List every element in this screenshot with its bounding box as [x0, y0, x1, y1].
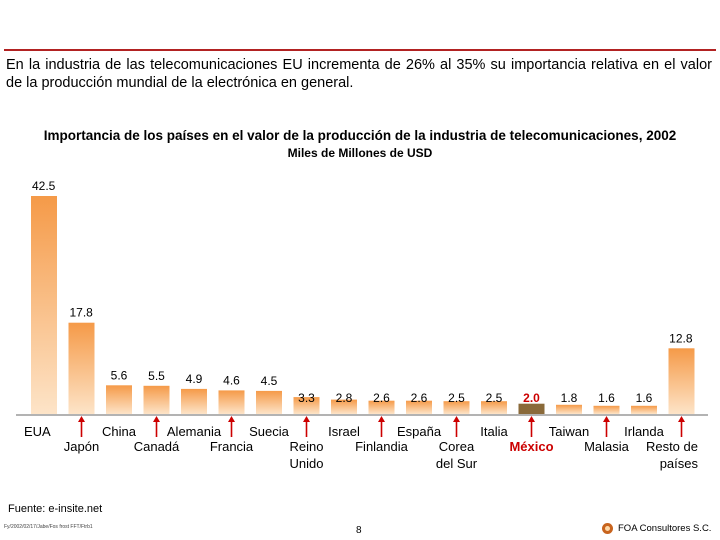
category-label-italia: Italia [480, 424, 508, 439]
value-label-taiwan: 1.8 [561, 391, 578, 405]
bar-finlandia [368, 400, 395, 414]
bar-china [106, 385, 132, 414]
arrow-head-mexico [528, 416, 535, 422]
category-label-canada: Canadá [134, 439, 180, 454]
bar-alemania [181, 388, 207, 414]
value-label-alemania: 4.9 [186, 372, 203, 386]
value-label-resto-de-paises: 12.8 [669, 331, 693, 345]
chart-title: Importancia de los países en el valor de… [43, 128, 677, 143]
category-label-resto-de-paises: Resto de países [646, 439, 699, 471]
category-label-espana: España [397, 424, 442, 439]
bar-eua [31, 196, 57, 414]
bar-suecia [256, 390, 282, 414]
category-label-suecia: Suecia [249, 424, 290, 439]
bar-espana [406, 400, 432, 414]
footer-code: Fy/2002/02/17/Jabe/Fos frost FFT/Ftrb1 [4, 524, 93, 530]
brand-logo-icon [602, 523, 613, 534]
category-label-taiwan: Taiwan [549, 424, 589, 439]
value-label-japon: 17.8 [70, 306, 94, 320]
bar-canada [143, 385, 170, 414]
value-label-francia: 4.6 [223, 373, 240, 387]
value-label-irlanda: 1.6 [636, 391, 653, 405]
value-label-espana: 2.6 [411, 391, 428, 405]
category-label-mexico: México [509, 439, 553, 454]
category-label-finlandia: Finlandia [355, 439, 409, 454]
bar-irlanda [631, 405, 657, 414]
value-label-corea-del-sur: 2.5 [448, 391, 465, 405]
bar-malasia [593, 405, 620, 414]
bar-corea-del-sur [443, 401, 470, 414]
arrow-head-francia [228, 416, 235, 422]
bar-mexico [518, 403, 545, 414]
intro-paragraph: En la industria de las telecomunicacione… [6, 57, 712, 91]
category-label-israel: Israel [328, 424, 360, 439]
header-rule [4, 49, 716, 51]
category-label-francia: Francia [210, 439, 254, 454]
value-label-finlandia: 2.6 [373, 391, 390, 405]
value-label-mexico: 2.0 [523, 391, 540, 405]
arrow-head-finlandia [378, 416, 385, 422]
value-label-eua: 42.5 [32, 179, 56, 193]
category-label-irlanda: Irlanda [624, 424, 665, 439]
category-label-malasia: Malasia [584, 439, 630, 454]
source-note: Fuente: e-insite.net [8, 503, 103, 515]
arrow-head-corea-del-sur [453, 416, 460, 422]
arrow-head-japon [78, 416, 85, 422]
bar-reino-unido [293, 397, 320, 414]
chart-subtitle: Miles de Millones de USD [287, 146, 433, 160]
value-label-china: 5.6 [111, 368, 128, 382]
brand-name: FOA Consultores S.C. [618, 523, 712, 534]
category-label-reino-unido: Reino Unido [290, 439, 324, 471]
bar-israel [331, 399, 357, 414]
category-label-alemania: Alemania [167, 424, 222, 439]
bar-japon [68, 322, 95, 414]
bar-taiwan [556, 404, 582, 414]
bar-resto-de-paises [668, 348, 695, 414]
page-number: 8 [356, 525, 362, 536]
value-label-reino-unido: 3.3 [298, 391, 315, 405]
value-label-suecia: 4.5 [261, 374, 278, 388]
category-label-corea-del-sur: Corea del Sur [436, 439, 478, 471]
arrow-head-reino-unido [303, 416, 310, 422]
value-label-canada: 5.5 [148, 369, 165, 383]
value-label-israel: 2.8 [336, 391, 353, 405]
value-label-malasia: 1.6 [598, 391, 615, 405]
bar-italia [481, 401, 507, 414]
arrow-head-resto-de-paises [678, 416, 685, 422]
bar-francia [218, 390, 245, 414]
category-label-eua: EUA [24, 424, 51, 439]
brand: FOA Consultores S.C. [602, 523, 711, 534]
category-label-japon: Japón [64, 439, 99, 454]
arrow-head-canada [153, 416, 160, 422]
arrow-head-malasia [603, 416, 610, 422]
category-label-china: China [102, 424, 137, 439]
value-label-italia: 2.5 [486, 391, 503, 405]
